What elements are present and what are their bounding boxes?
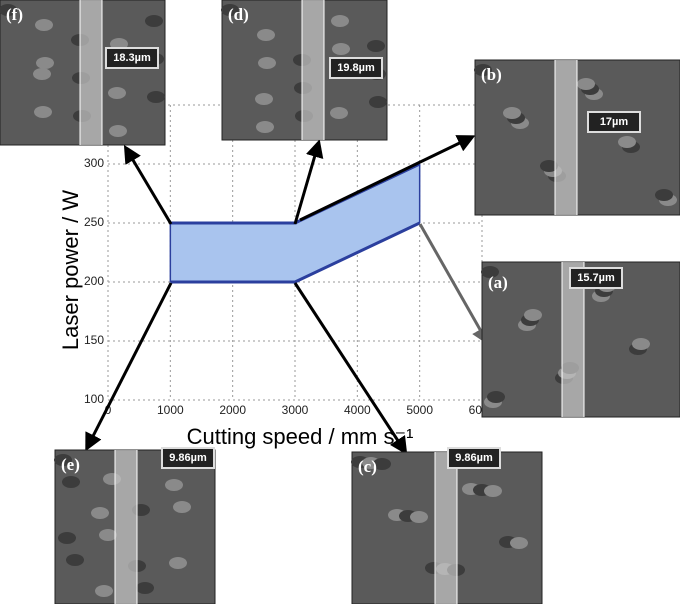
width-box: [105, 47, 159, 69]
grain: [0, 4, 17, 16]
grain: [95, 585, 113, 597]
x-axis-label: Cutting speed / mm s⁻¹: [187, 424, 414, 449]
grain: [474, 64, 492, 76]
width-label: 19.8µm: [337, 62, 375, 74]
arrow: [293, 282, 408, 456]
grain: [330, 107, 348, 119]
kerf: [302, 0, 324, 140]
grain: [165, 479, 183, 491]
grain: [221, 4, 239, 16]
arrows: [85, 135, 489, 456]
inset-label: (f): [6, 5, 23, 24]
arrow: [293, 139, 324, 225]
arrow: [299, 135, 476, 222]
grain: [145, 15, 163, 27]
width-box: [161, 447, 215, 469]
grain: [35, 19, 53, 31]
arrow: [418, 223, 489, 346]
grain: [655, 189, 673, 201]
grain: [367, 40, 385, 52]
x-tick-label: 0: [105, 403, 112, 417]
y-tick-label: 150: [84, 333, 104, 347]
width-label: 9.86µm: [455, 452, 493, 464]
sem-inset: (d) 19.8µm: [221, 0, 388, 141]
grain: [255, 93, 273, 105]
width-label: 17µm: [600, 116, 629, 128]
kerf: [562, 262, 584, 417]
width-box: [447, 447, 501, 469]
y-tick-label: 300: [84, 156, 104, 170]
grain: [256, 121, 274, 133]
arrow: [85, 282, 173, 452]
arrow: [123, 144, 173, 225]
y-axis-label: Laser power / W: [58, 190, 83, 350]
grain: [109, 125, 127, 137]
grain: [503, 107, 521, 119]
inset-label: (e): [61, 455, 80, 474]
grain: [136, 582, 154, 594]
grain: [58, 532, 76, 544]
grain: [34, 106, 52, 118]
grain: [487, 391, 505, 403]
grain: [577, 78, 595, 90]
kerf: [80, 0, 102, 145]
sem-inset: (a) 15.7µm: [481, 261, 680, 418]
grain: [54, 454, 72, 466]
inset-label: (b): [481, 65, 502, 84]
x-tick-label: 2000: [219, 403, 246, 417]
width-label: 18.3µm: [113, 52, 151, 64]
kerf: [115, 450, 137, 604]
grain: [369, 96, 387, 108]
sem-inset: (b) 17µm: [474, 59, 680, 216]
y-tick-label: 100: [84, 392, 104, 406]
grain: [331, 15, 349, 27]
x-tick-label: 5000: [406, 403, 433, 417]
grain: [108, 87, 126, 99]
grain: [169, 557, 187, 569]
x-tick-label: 3000: [282, 403, 309, 417]
sem-inset: (e) 9.86µm: [54, 447, 216, 604]
grain: [484, 485, 502, 497]
width-label: 15.7µm: [577, 272, 615, 284]
grain: [173, 501, 191, 513]
grain: [99, 529, 117, 541]
grain: [62, 476, 80, 488]
inset-label: (c): [358, 457, 377, 476]
grain: [373, 458, 391, 470]
band-edge: [170, 221, 421, 284]
sem-inset: (c) 9.86µm: [351, 447, 543, 604]
grain: [410, 511, 428, 523]
sem-inset: (f) 18.3µm: [0, 0, 166, 146]
grain: [540, 160, 558, 172]
x-tick-label: 4000: [344, 403, 371, 417]
grain: [33, 68, 51, 80]
width-box: [569, 267, 623, 289]
width-label: 9.86µm: [169, 452, 207, 464]
width-box: [587, 111, 641, 133]
grain: [510, 537, 528, 549]
x-tick-label: 1000: [157, 403, 184, 417]
width-box: [329, 57, 383, 79]
grain: [257, 29, 275, 41]
grain: [36, 57, 54, 69]
inset-label: (a): [488, 273, 508, 292]
grain: [258, 57, 276, 69]
grain: [332, 43, 350, 55]
grain: [91, 507, 109, 519]
grain: [481, 266, 499, 278]
kerf: [435, 452, 457, 604]
y-tick-label: 250: [84, 215, 104, 229]
inset-label: (d): [228, 5, 249, 24]
grain: [618, 136, 636, 148]
grain: [524, 309, 542, 321]
y-tick-label: 200: [84, 274, 104, 288]
grain: [66, 554, 84, 566]
kerf: [555, 60, 577, 215]
grain: [147, 91, 165, 103]
grain: [632, 338, 650, 350]
